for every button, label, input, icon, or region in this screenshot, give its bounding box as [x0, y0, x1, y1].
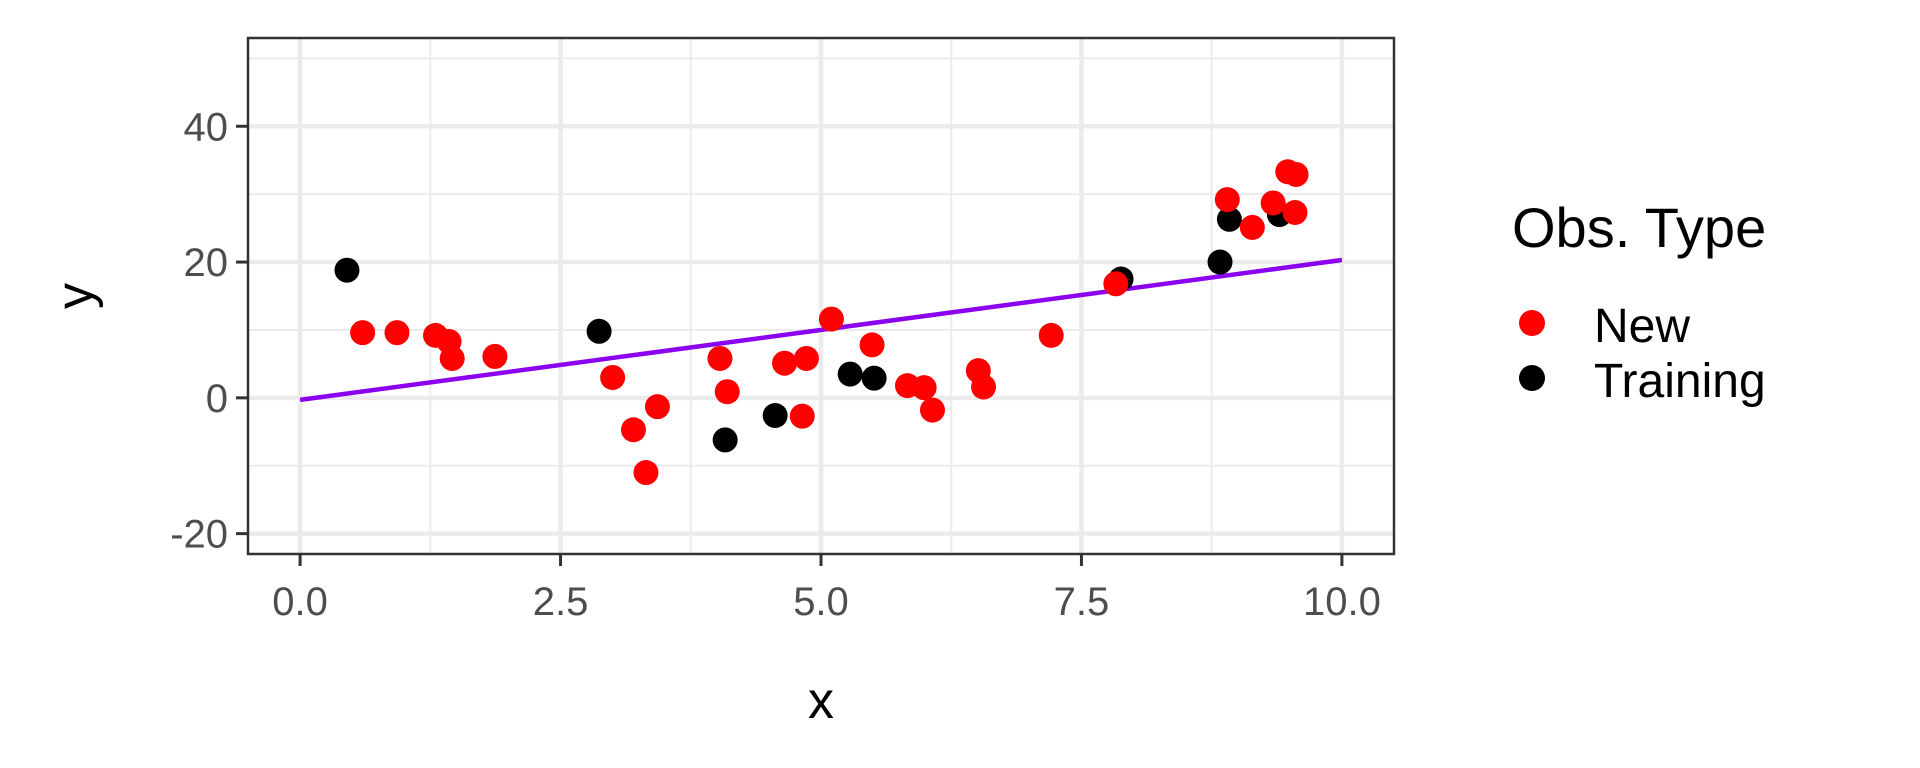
major-gridlines [248, 38, 1394, 554]
point-new [1282, 199, 1308, 225]
point-new [1103, 271, 1129, 297]
point-new [350, 320, 376, 346]
fit-line-layer [299, 257, 1343, 403]
legend-key-training [1519, 365, 1545, 391]
point-new [633, 460, 659, 486]
legend-key-new [1519, 310, 1545, 336]
x-tick-label: 0.0 [272, 580, 328, 624]
point-new [1214, 187, 1240, 213]
point-new [1283, 161, 1309, 187]
point-new [384, 320, 410, 346]
point-new [1260, 190, 1286, 216]
point-training [586, 318, 612, 344]
x-tick-label: 5.0 [793, 580, 849, 624]
fit-line [299, 257, 1343, 403]
x-axis-title: x [808, 672, 834, 730]
point-new [714, 379, 740, 405]
point-new [859, 332, 885, 358]
point-new [600, 364, 626, 390]
y-tick-label: 0 [206, 377, 228, 421]
axis-ticks: 0.0 2.5 5.0 7.5 10.0 -20 0 20 40 [170, 105, 1381, 624]
point-new [707, 345, 733, 371]
point-training [1207, 249, 1233, 275]
x-tick-label: 2.5 [533, 580, 589, 624]
point-training [762, 402, 788, 428]
legend-label-training: Training [1594, 355, 1766, 408]
y-tick-label: 20 [184, 241, 229, 285]
point-training [334, 257, 360, 283]
x-tick-label: 10.0 [1303, 580, 1381, 624]
y-tick-label: -20 [170, 513, 228, 557]
point-new [1038, 322, 1064, 348]
point-new [620, 417, 646, 443]
point-new [919, 397, 945, 423]
point-new [818, 306, 844, 332]
point-new [644, 394, 670, 420]
point-new [971, 374, 997, 400]
point-training [861, 365, 887, 391]
point-new [793, 345, 819, 371]
y-axis-title: y [46, 283, 104, 309]
points-layer [334, 159, 1309, 486]
legend: Obs. Type New Training [1512, 196, 1766, 408]
legend-label-new: New [1594, 300, 1690, 353]
point-new [772, 350, 798, 376]
point-new [439, 345, 465, 371]
point-training [712, 427, 738, 453]
point-training [837, 361, 863, 387]
legend-title: Obs. Type [1512, 196, 1766, 259]
point-new [482, 343, 508, 369]
x-tick-label: 7.5 [1054, 580, 1110, 624]
point-new [911, 375, 937, 401]
point-new [1239, 214, 1265, 240]
y-tick-label: 40 [184, 105, 229, 149]
point-training [1216, 206, 1242, 232]
point-new [789, 403, 815, 429]
